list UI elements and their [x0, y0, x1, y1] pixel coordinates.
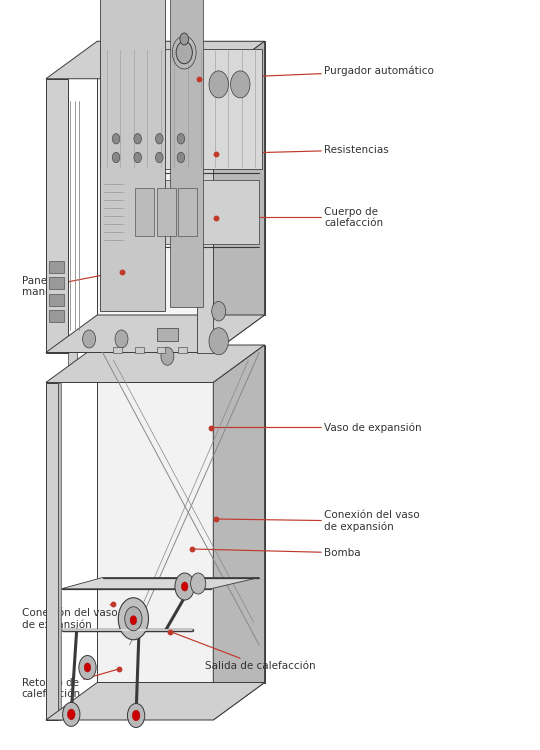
Text: Purgador automático: Purgador automático	[199, 66, 434, 79]
Bar	[157, 328, 178, 341]
Bar	[157, 188, 176, 236]
Polygon shape	[213, 41, 265, 352]
Circle shape	[231, 71, 250, 98]
Bar	[68, 352, 77, 371]
Circle shape	[161, 347, 174, 365]
Text: Resistencias: Resistencias	[216, 145, 389, 155]
Circle shape	[112, 152, 120, 163]
Polygon shape	[46, 79, 68, 352]
Polygon shape	[46, 382, 58, 720]
Polygon shape	[46, 345, 265, 382]
Circle shape	[132, 710, 140, 721]
Circle shape	[134, 152, 141, 163]
Bar	[178, 188, 197, 236]
Text: Conexión del vaso
de expansión: Conexión del vaso de expansión	[216, 510, 420, 532]
Polygon shape	[62, 578, 259, 589]
Bar	[49, 310, 64, 322]
Bar	[135, 188, 154, 236]
Polygon shape	[46, 315, 265, 352]
Text: Cuerpo de
calefacción: Cuerpo de calefacción	[216, 207, 383, 228]
Circle shape	[156, 152, 163, 163]
Circle shape	[63, 702, 80, 726]
Circle shape	[79, 656, 96, 680]
Text: Panel de
mandos: Panel de mandos	[22, 272, 122, 297]
Circle shape	[84, 663, 91, 672]
Circle shape	[212, 302, 226, 321]
Circle shape	[115, 330, 128, 348]
Circle shape	[68, 710, 75, 720]
Bar	[49, 278, 64, 290]
Circle shape	[180, 33, 188, 45]
Bar	[181, 352, 191, 371]
Bar	[135, 346, 144, 352]
Text: Conexión del vaso
de expansión: Conexión del vaso de expansión	[22, 604, 117, 630]
Circle shape	[112, 134, 120, 144]
Bar	[49, 261, 64, 273]
Circle shape	[209, 328, 228, 355]
Polygon shape	[97, 41, 265, 315]
Bar	[178, 346, 187, 352]
Circle shape	[130, 616, 137, 625]
Circle shape	[181, 582, 188, 591]
Circle shape	[83, 330, 96, 348]
Circle shape	[134, 134, 141, 144]
Text: Vaso de expansión: Vaso de expansión	[211, 422, 422, 433]
Circle shape	[125, 607, 142, 631]
Text: Bomba: Bomba	[192, 548, 361, 558]
Bar	[49, 294, 64, 306]
Circle shape	[156, 134, 163, 144]
Circle shape	[177, 152, 185, 163]
Bar	[100, 0, 165, 311]
Circle shape	[118, 598, 149, 640]
Circle shape	[177, 134, 185, 144]
Circle shape	[127, 704, 145, 728]
Bar	[157, 346, 165, 352]
Bar	[113, 346, 122, 352]
Polygon shape	[100, 49, 262, 169]
Polygon shape	[58, 382, 61, 720]
Polygon shape	[97, 345, 265, 682]
Text: Retorno de
calefacción: Retorno de calefacción	[22, 669, 119, 699]
Circle shape	[191, 573, 206, 594]
Polygon shape	[197, 79, 213, 352]
Circle shape	[176, 41, 192, 64]
Polygon shape	[46, 41, 265, 79]
Polygon shape	[46, 682, 265, 720]
Circle shape	[175, 573, 194, 600]
Polygon shape	[130, 180, 259, 244]
Text: Salida de calefacción: Salida de calefacción	[170, 632, 316, 671]
Circle shape	[209, 71, 228, 98]
Polygon shape	[103, 180, 124, 244]
Bar	[170, 0, 202, 308]
Polygon shape	[213, 345, 265, 720]
